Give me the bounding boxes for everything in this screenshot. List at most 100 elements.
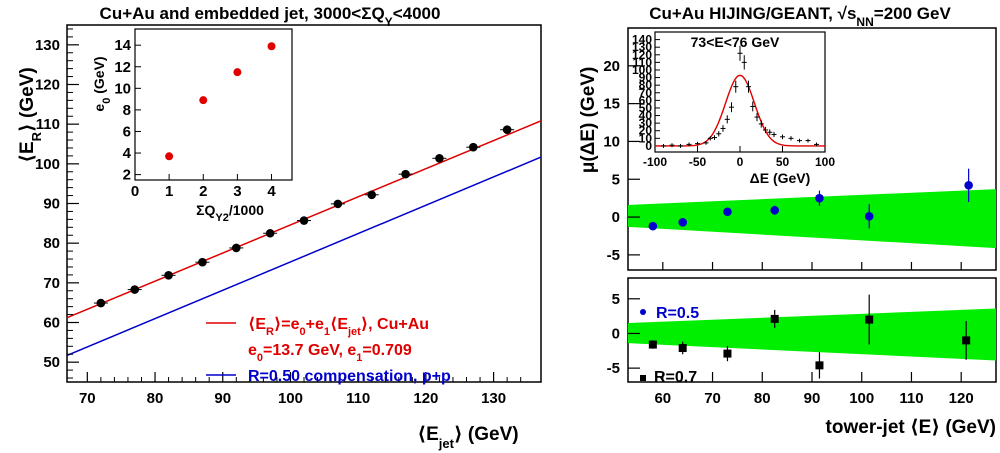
inset-y-tick-label: 80 — [639, 78, 653, 92]
data-point-square — [770, 314, 779, 323]
inset-x-tick-label: 3 — [233, 183, 241, 200]
data-point — [164, 270, 173, 280]
data-point-square — [648, 340, 657, 349]
y-tick-label: 110 — [36, 116, 60, 133]
inset-y-tick-label: 110 — [633, 55, 653, 69]
right-x-tick-label: 90 — [804, 390, 821, 407]
data-point — [367, 190, 377, 200]
legend-fit-label: ⟨ER⟩=e0+e1⟨Ejet⟩, Cu+Au — [248, 316, 429, 338]
inset-y-tick-label: 6 — [123, 123, 131, 140]
inset-y-tick-label: 40 — [639, 109, 653, 123]
inset-y-tick-label: 120 — [632, 48, 652, 62]
left-title: Cu+Au and embedded jet, 3000<ΣQY<4000 — [100, 4, 441, 29]
y-tick-label: 50 — [43, 354, 60, 371]
y-tick-label: 80 — [43, 235, 60, 252]
right-x-tick-label: 110 — [899, 390, 923, 407]
legend-pp-label: R=0.50 compensation, p+p — [248, 368, 451, 385]
inset-y-tick-label: 14 — [114, 37, 131, 54]
y-tick-label: 130 — [35, 37, 60, 54]
inset-x-tick-label: 50 — [776, 155, 790, 169]
inset-y-tick-label: 100 — [632, 63, 652, 77]
r07-marker — [640, 375, 646, 381]
inset-x-tick-label: -100 — [643, 155, 667, 169]
inset-y-tick-label: 30 — [639, 116, 653, 130]
inset-y-tick-label: 50 — [639, 101, 653, 115]
data-point — [96, 298, 106, 308]
x-tick-label: 70 — [79, 390, 96, 407]
left-inset-background — [135, 29, 297, 180]
x-tick-label: 120 — [413, 390, 438, 407]
right-inset-x-label: ΔE (GeV) — [750, 170, 811, 186]
inset-data-point — [233, 68, 242, 77]
systematic-band — [628, 189, 996, 249]
data-point-square — [723, 349, 732, 358]
right-y-tick-label: -5 — [607, 247, 620, 264]
right-inset-label: 73<E<76 GeV — [691, 34, 780, 50]
inset-data-point — [267, 42, 276, 51]
left-x-axis-label: ⟨Ejet⟩ (GeV) — [417, 424, 518, 451]
right-y-tick-label: 15 — [603, 96, 620, 113]
inset-x-tick-label: 0 — [131, 183, 139, 200]
left-inset-y-label: e0 (GeV) — [91, 56, 113, 111]
data-point — [770, 205, 780, 215]
systematic-band — [628, 308, 996, 361]
inset-x-tick-label: 1 — [165, 183, 173, 200]
data-point — [333, 199, 343, 209]
left-y-axis-label: ⟨ER⟩ (GeV) — [17, 67, 44, 162]
right-x-tick-label: 60 — [654, 390, 671, 407]
data-point — [502, 125, 512, 135]
right-y-tick-label: 20 — [603, 58, 620, 75]
inset-data-point — [199, 96, 208, 105]
right-x-tick-label: 70 — [704, 390, 721, 407]
right-y-tick-label: 0 — [612, 209, 620, 226]
y-tick-label: 120 — [35, 77, 60, 94]
inset-y-tick-label: 60 — [639, 93, 653, 107]
inset-data-point — [165, 152, 174, 161]
r07-label: R=0.7 — [654, 369, 697, 386]
right-y-tick-label: 5 — [612, 171, 620, 188]
x-tick-label: 80 — [147, 390, 164, 407]
r05-label: R=0.5 — [656, 305, 699, 322]
inset-x-tick-label: 100 — [815, 155, 835, 169]
y-tick-label: 70 — [43, 275, 60, 292]
data-point — [198, 257, 207, 267]
left-legend: ⟨ER⟩=e0+e1⟨Ejet⟩, Cu+Au e0=13.7 GeV, e1=… — [206, 316, 451, 385]
r05-marker — [640, 309, 646, 315]
data-point — [864, 212, 874, 221]
inset-y-tick-label: 12 — [114, 59, 131, 76]
pp-compensation-line — [66, 156, 542, 357]
x-tick-label: 110 — [346, 390, 370, 407]
data-point-square — [815, 361, 824, 370]
inset-x-tick-label: -50 — [689, 155, 707, 169]
left-inset-frame — [134, 28, 293, 181]
right-x-tick-label: 100 — [849, 390, 874, 407]
inset-x-tick-label: 2 — [199, 183, 207, 200]
gaussian-fit-curve — [655, 74, 825, 147]
left-inset-x-label: ΣQY2/1000 — [196, 202, 264, 224]
data-point — [648, 221, 658, 231]
right-y-tick-label: 0 — [612, 325, 620, 342]
right-y-tick-label: 10 — [603, 133, 620, 150]
legend-params-label: e0=13.7 GeV, e1=0.709 — [248, 342, 412, 364]
right-y-tick-label: -5 — [607, 360, 620, 377]
data-point — [723, 207, 732, 217]
data-point — [678, 218, 688, 227]
data-point-square — [962, 336, 971, 345]
inset-y-tick-label: 140 — [632, 33, 652, 47]
data-point — [299, 216, 309, 225]
y-tick-label: 100 — [35, 156, 60, 173]
right-x-tick-label: 120 — [949, 390, 974, 407]
right-x-tick-label: 80 — [754, 390, 771, 407]
inset-y-tick-label: 2 — [123, 167, 131, 184]
inset-x-tick-label: 4 — [267, 183, 276, 200]
data-point — [130, 285, 140, 294]
inset-y-tick-label: 70 — [639, 86, 653, 100]
data-point — [231, 243, 241, 253]
inset-y-tick-label: 20 — [639, 124, 653, 138]
x-tick-label: 130 — [481, 390, 506, 407]
right-y-tick-label: 5 — [612, 291, 620, 308]
data-point-square — [865, 315, 874, 324]
x-tick-label: 90 — [214, 390, 231, 407]
inset-y-tick-label: 8 — [123, 102, 131, 119]
